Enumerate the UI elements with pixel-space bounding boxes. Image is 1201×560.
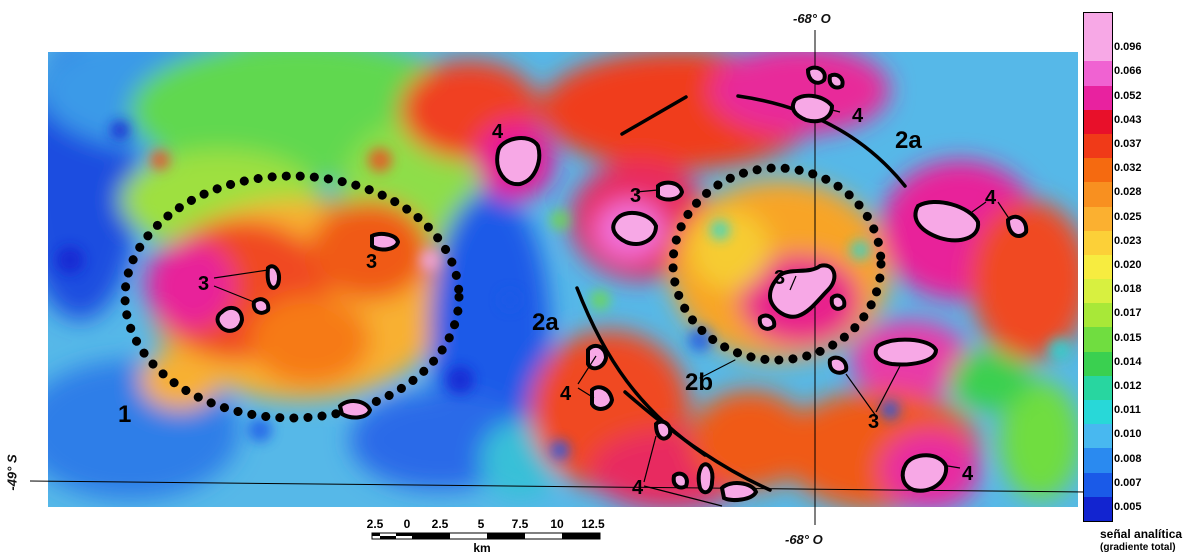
label-4-north-east: 4 (852, 105, 864, 127)
legend-tick-label: 0.037 (1114, 138, 1142, 150)
legend-tick-label: 0.015 (1114, 332, 1142, 344)
legend-swatch (1084, 110, 1112, 134)
label-4-east: 4 (985, 187, 997, 209)
legend-tick-label: 0.005 (1114, 501, 1142, 513)
map-raster (20, 30, 1090, 510)
legend-tick-label: 0.020 (1114, 259, 1142, 271)
label-2a-center: 2a (532, 309, 559, 336)
legend-tick-label: 0.012 (1114, 380, 1142, 392)
legend-subtitle: (gradiente total) (1100, 541, 1182, 554)
legend-title: señal analítica (gradiente total) (1100, 528, 1182, 554)
legend-tick-label: 0.014 (1114, 356, 1142, 368)
legend-tick-label: 0.066 (1114, 65, 1142, 77)
legend-swatch (1084, 61, 1112, 85)
legend-colorbar (1083, 12, 1113, 522)
label-3-east-ring: 3 (774, 267, 785, 289)
legend-tick-label: 0.096 (1114, 41, 1142, 53)
legend-tick-label: 0.011 (1114, 404, 1141, 416)
legend-tick-label: 0.032 (1114, 162, 1142, 174)
scale-tick: 2.5 (432, 517, 449, 531)
label-1: 1 (118, 401, 131, 428)
legend-swatch (1084, 473, 1112, 497)
legend-tick-label: 0.008 (1114, 453, 1142, 465)
label-4-southeast: 4 (962, 463, 974, 485)
legend-swatch (1084, 86, 1112, 110)
legend-swatch (1084, 255, 1112, 279)
label-3-center: 3 (630, 185, 641, 207)
legend-swatch (1084, 231, 1112, 255)
legend-swatch (1084, 158, 1112, 182)
legend-title-text: señal analítica (1100, 527, 1182, 541)
scale-tick: 7.5 (512, 517, 529, 531)
label-4-south-center: 4 (560, 383, 572, 405)
scale-tick: 10 (550, 517, 564, 531)
scale-bar: 2.5 0 2.5 5 7.5 10 12.5 km (367, 517, 605, 555)
legend-swatch (1084, 424, 1112, 448)
legend-swatch (1084, 400, 1112, 424)
legend-swatch (1084, 13, 1112, 37)
label-2a-north: 2a (895, 127, 922, 154)
legend-tick-label: 0.010 (1114, 428, 1142, 440)
label-4-north-center: 4 (492, 121, 504, 143)
legend-swatch (1084, 134, 1112, 158)
label-2b: 2b (685, 369, 713, 396)
scale-tick: 12.5 (581, 517, 605, 531)
label-4-south: 4 (632, 477, 644, 499)
legend-tick-label: 0.025 (1114, 211, 1142, 223)
label-3-west: 3 (198, 273, 209, 295)
scale-tick: 2.5 (367, 517, 384, 531)
legend-swatch (1084, 279, 1112, 303)
legend-tick-label: 0.043 (1114, 114, 1142, 126)
label-3-southeast: 3 (868, 411, 879, 433)
latitude-label-left: -49° S (5, 454, 20, 490)
label-3-west-ring: 3 (366, 251, 377, 273)
legend-tick-label: 0.007 (1114, 477, 1142, 489)
legend-swatch (1084, 376, 1112, 400)
legend-tick-label: 0.028 (1114, 186, 1142, 198)
legend-swatch (1084, 37, 1112, 61)
legend-swatch (1084, 352, 1112, 376)
legend-tick-label: 0.023 (1114, 235, 1142, 247)
legend-swatch (1084, 327, 1112, 351)
longitude-label-bottom: -68° O (785, 532, 823, 547)
legend-swatch (1084, 182, 1112, 206)
scale-tick: 5 (478, 517, 485, 531)
longitude-label-top: -68° O (793, 11, 831, 26)
scale-tick: 0 (404, 517, 411, 531)
legend-tick-label: 0.052 (1114, 90, 1142, 102)
legend-tick-label: 0.018 (1114, 283, 1142, 295)
legend-swatch (1084, 303, 1112, 327)
scale-unit: km (473, 541, 490, 555)
legend-tick-label: 0.017 (1114, 307, 1142, 319)
legend-swatch (1084, 448, 1112, 472)
legend-swatch (1084, 207, 1112, 231)
legend-swatch (1084, 497, 1112, 521)
